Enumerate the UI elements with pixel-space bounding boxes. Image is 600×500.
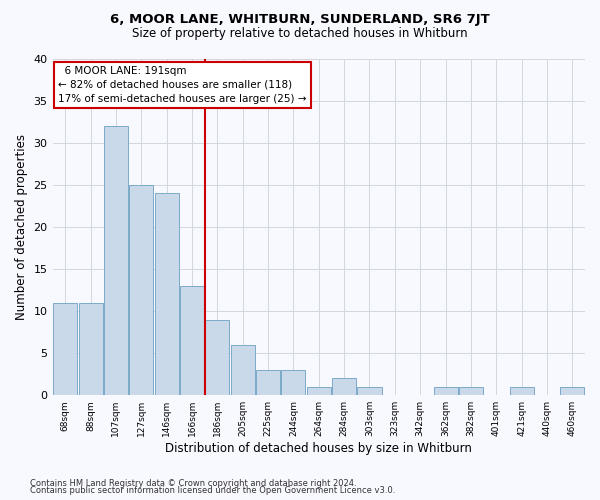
Bar [180,286,204,395]
X-axis label: Distribution of detached houses by size in Whitburn: Distribution of detached houses by size … [166,442,472,455]
Bar [205,320,229,395]
Text: 6 MOOR LANE: 191sqm
← 82% of detached houses are smaller (118)
17% of semi-detac: 6 MOOR LANE: 191sqm ← 82% of detached ho… [58,66,307,104]
Bar [358,387,382,395]
Bar [434,387,458,395]
Text: Contains public sector information licensed under the Open Government Licence v3: Contains public sector information licen… [30,486,395,495]
Bar [79,303,103,395]
Bar [281,370,305,395]
Bar [332,378,356,395]
Text: Size of property relative to detached houses in Whitburn: Size of property relative to detached ho… [132,28,468,40]
Bar [230,345,255,395]
Bar [53,303,77,395]
Y-axis label: Number of detached properties: Number of detached properties [15,134,28,320]
Bar [560,387,584,395]
Bar [307,387,331,395]
Text: Contains HM Land Registry data © Crown copyright and database right 2024.: Contains HM Land Registry data © Crown c… [30,478,356,488]
Bar [509,387,533,395]
Text: 6, MOOR LANE, WHITBURN, SUNDERLAND, SR6 7JT: 6, MOOR LANE, WHITBURN, SUNDERLAND, SR6 … [110,12,490,26]
Bar [256,370,280,395]
Bar [459,387,483,395]
Bar [129,185,154,395]
Bar [104,126,128,395]
Bar [155,194,179,395]
